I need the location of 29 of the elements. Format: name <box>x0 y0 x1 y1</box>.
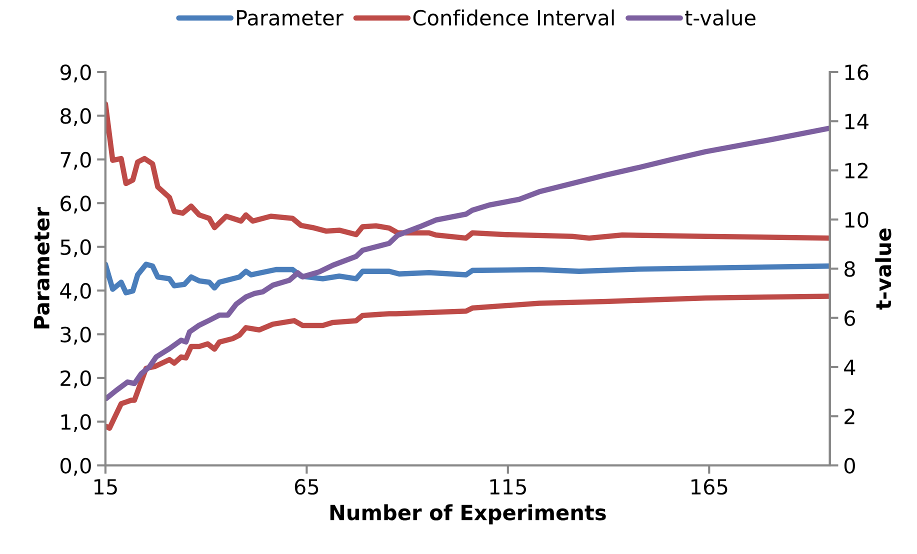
y-tick-label: 5,0 <box>60 239 91 258</box>
legend-label: t-value <box>685 10 756 26</box>
y-tick-label: 3,0 <box>60 326 91 345</box>
legend-label: Parameter <box>237 10 344 26</box>
x-tick-label: 165 <box>692 478 728 495</box>
legend-label: Confidence Interval <box>413 10 614 26</box>
y-tick-label: 8,0 <box>60 108 91 126</box>
x-tick-label: 65 <box>294 478 318 495</box>
y-tick-label: 7,0 <box>60 152 91 170</box>
y-axis-title: Parameter <box>34 207 50 328</box>
y-tick-label: 4,0 <box>60 282 91 301</box>
y2-tick-label: 12 <box>845 162 868 178</box>
y2-tick-label: 6 <box>844 310 856 326</box>
y-tick-label: 6,0 <box>60 196 91 214</box>
x-tick-label: 15 <box>94 479 117 495</box>
y-tick-label: 9,0 <box>60 64 91 82</box>
x-axis-title: Number of Experiments <box>330 504 606 524</box>
y2-tick-label: 4 <box>844 360 856 375</box>
y-tick-label: 1,0 <box>61 414 91 432</box>
y2-tick-label: 8 <box>844 261 855 277</box>
y2-tick-label: 14 <box>845 114 868 130</box>
y2-tick-label: 16 <box>845 64 868 80</box>
y2-tick-label: 0 <box>844 458 855 474</box>
x-tick-label: 115 <box>490 479 526 495</box>
y-tick-label: 0,0 <box>60 458 91 476</box>
y2-tick-label: 2 <box>844 408 854 424</box>
y-tick-label: 2,0 <box>60 370 91 388</box>
y2-tick-label: 10 <box>845 212 868 228</box>
y2-axis-title: t-value <box>875 228 892 310</box>
